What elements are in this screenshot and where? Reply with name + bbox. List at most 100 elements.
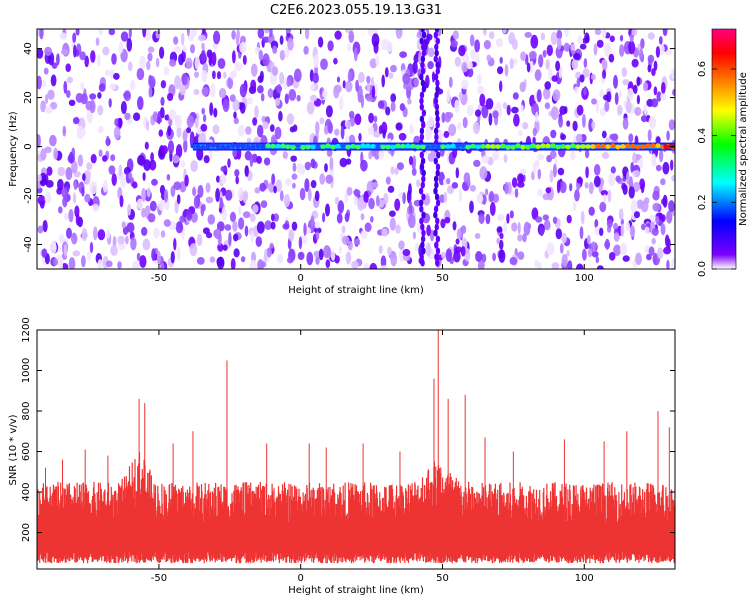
spectrogram-blob bbox=[279, 35, 284, 45]
spectrogram-blob bbox=[271, 213, 275, 222]
spectrogram-blob bbox=[413, 135, 421, 145]
spectrogram-blob bbox=[453, 250, 461, 263]
spectrogram-blob bbox=[176, 246, 181, 261]
zero-line-blob bbox=[575, 144, 581, 150]
zero-line-blob bbox=[325, 143, 331, 149]
spectrogram-blob bbox=[556, 37, 562, 50]
spectrogram-blob bbox=[111, 53, 117, 65]
spectrogram-blob bbox=[230, 258, 236, 269]
spectrogram-blob bbox=[209, 102, 214, 116]
spectrogram-x-ticks: -50 0 50 100 bbox=[151, 29, 594, 284]
spectrogram-blob bbox=[662, 161, 670, 175]
spectrogram-blob bbox=[355, 79, 359, 92]
spectrogram-blob bbox=[520, 51, 527, 61]
spectrogram-blob bbox=[496, 226, 503, 233]
spectrogram-blob bbox=[643, 104, 648, 115]
spectrogram-blob bbox=[630, 200, 638, 214]
zero-line-blob bbox=[500, 143, 506, 149]
spectrogram-blob bbox=[220, 166, 228, 172]
spectrogram-blob bbox=[509, 257, 518, 265]
spectrogram-blob bbox=[222, 244, 228, 251]
spectrogram-blob bbox=[655, 46, 661, 58]
spectrogram-blob bbox=[534, 259, 539, 268]
spectrogram-blob bbox=[656, 91, 662, 102]
spectrogram-blob bbox=[517, 173, 524, 184]
spectrogram-blob bbox=[602, 194, 607, 203]
spectrogram-blob bbox=[167, 140, 175, 154]
zero-line-blob bbox=[440, 144, 446, 150]
spectrogram-blob bbox=[104, 69, 111, 76]
spectrogram-blob bbox=[293, 68, 302, 83]
spectrogram-blob bbox=[53, 147, 58, 160]
spectrogram-blob bbox=[59, 32, 67, 40]
spectrogram-blob bbox=[292, 162, 297, 172]
spectrogram-blob bbox=[439, 194, 445, 203]
spectrogram-blob bbox=[222, 98, 230, 113]
spectrogram-blob bbox=[50, 74, 57, 87]
spectrogram-blob bbox=[498, 249, 506, 263]
spectrogram-blob bbox=[559, 181, 567, 194]
spectrogram-blob bbox=[478, 213, 485, 225]
spectrogram-blob bbox=[458, 45, 466, 57]
zero-line-blob bbox=[385, 144, 391, 150]
spectrogram-blob bbox=[445, 248, 452, 262]
zero-line-blob bbox=[550, 143, 556, 149]
y-tick-label: 600 bbox=[21, 442, 32, 461]
spectrogram-blob bbox=[488, 112, 493, 126]
spectrogram-blob bbox=[250, 79, 257, 92]
spectrogram-blob bbox=[398, 132, 407, 141]
spectrogram-blob bbox=[488, 31, 495, 40]
spectrogram-streak-blob bbox=[434, 241, 439, 249]
spectrogram-blob bbox=[498, 239, 504, 250]
spectrogram-blob bbox=[618, 208, 624, 221]
spectrogram-blob bbox=[629, 33, 634, 43]
spectrogram-blob bbox=[201, 107, 205, 115]
spectrogram-streak-blob bbox=[419, 37, 424, 45]
spectrogram-blob bbox=[202, 114, 207, 123]
spectrogram-blob bbox=[566, 214, 572, 224]
y-tick-label: 1200 bbox=[21, 317, 32, 342]
spectrogram-blob bbox=[66, 90, 71, 98]
spectrogram-blob bbox=[306, 251, 314, 266]
spectrogram-blob bbox=[50, 101, 58, 110]
spectrogram-blob bbox=[47, 89, 55, 100]
spectrogram-blob bbox=[317, 36, 324, 48]
spectrogram-blob bbox=[395, 122, 403, 131]
spectrogram-streak-blob bbox=[434, 91, 439, 99]
spectrogram-blob bbox=[648, 115, 657, 129]
snr-x-label: Height of straight line (km) bbox=[288, 585, 424, 596]
spectrogram-blob bbox=[383, 192, 389, 205]
spectrogram-blob bbox=[477, 85, 485, 95]
spectrogram-blob bbox=[464, 248, 471, 262]
spectrogram-blob bbox=[461, 79, 469, 90]
spectrogram-blob bbox=[583, 87, 587, 96]
spectrogram-blob bbox=[366, 75, 371, 84]
spectrogram-blob bbox=[218, 88, 227, 99]
spectrogram-blob bbox=[163, 189, 169, 203]
spectrogram-blob bbox=[62, 196, 68, 208]
spectrogram-blob bbox=[492, 252, 496, 262]
spectrogram-blob bbox=[41, 248, 48, 258]
spectrogram-blob bbox=[373, 130, 381, 138]
spectrogram-streak-blob bbox=[420, 157, 426, 165]
spectrogram-blob bbox=[469, 200, 474, 214]
spectrogram-blob bbox=[300, 234, 308, 245]
spectrogram-blob bbox=[217, 243, 224, 252]
spectrogram-streak-blob bbox=[433, 205, 439, 213]
spectrogram-blob bbox=[563, 106, 568, 114]
spectrogram-blob bbox=[496, 237, 500, 245]
spectrogram-blob bbox=[508, 32, 516, 45]
spectrogram-blob bbox=[625, 221, 630, 232]
spectrogram-blob bbox=[368, 112, 374, 124]
spectrogram-blob bbox=[272, 45, 278, 54]
spectrogram-blob bbox=[217, 58, 226, 69]
spectrogram-blob bbox=[194, 117, 199, 129]
spectrogram-blob bbox=[403, 82, 409, 90]
spectrogram-blob bbox=[479, 166, 488, 180]
spectrogram-streak-blob bbox=[435, 259, 440, 267]
zero-line-blob bbox=[655, 143, 661, 149]
spectrogram-blob bbox=[203, 155, 210, 164]
spectrogram-blob bbox=[314, 221, 321, 229]
spectrogram-blob bbox=[63, 80, 68, 94]
spectrogram-blob bbox=[110, 154, 116, 162]
